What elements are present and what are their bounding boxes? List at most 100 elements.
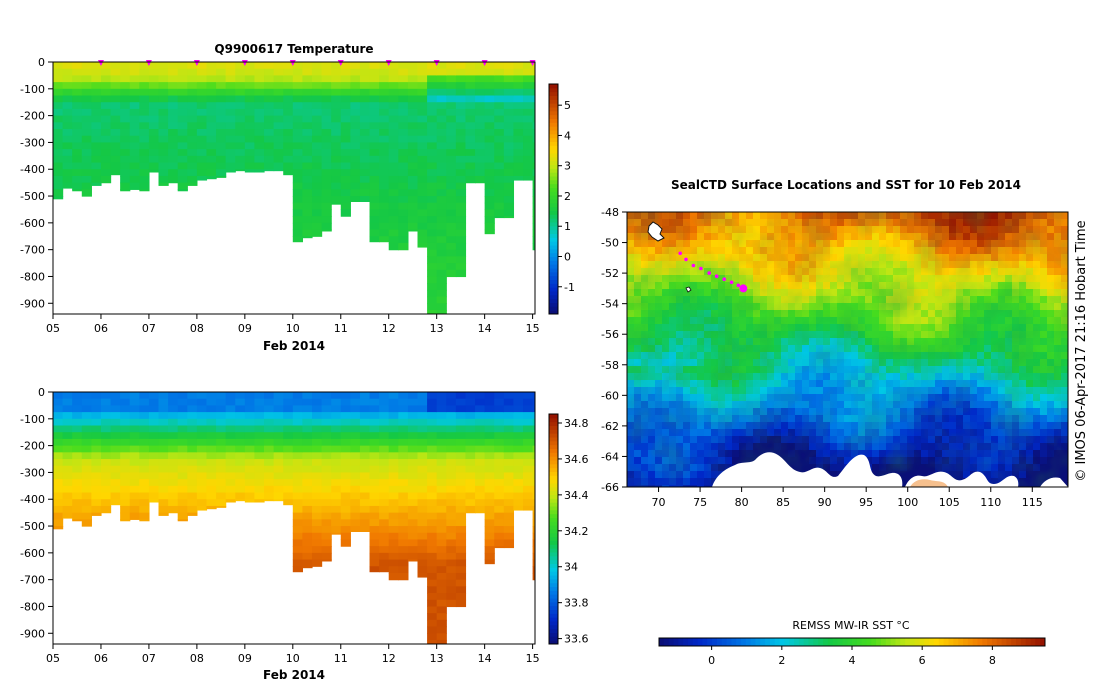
temperature-cell (235, 162, 246, 170)
temperature-cell (455, 68, 467, 76)
salinity-cell (503, 539, 515, 547)
salinity-cell (235, 405, 246, 413)
temperature-cell (379, 88, 390, 97)
temperature-cell (532, 196, 535, 204)
salinity-cell (206, 472, 217, 480)
temperature-cell (436, 129, 447, 137)
temperature-cell (235, 115, 246, 123)
temperature-cell (379, 209, 390, 217)
salinity-cell (264, 405, 275, 413)
temperature-cell (62, 115, 73, 123)
salinity-cell (264, 438, 275, 447)
salinity-cell (62, 392, 73, 400)
salinity-cell (398, 499, 409, 507)
salinity-cell (283, 479, 294, 487)
salinity-cell (494, 425, 505, 433)
salinity-cell (110, 432, 121, 440)
salinity-cell (235, 412, 246, 420)
temperature-cell (302, 155, 313, 164)
temperature-cell (475, 135, 486, 144)
temperature-cell (110, 115, 121, 123)
colorbar-swatch (549, 298, 558, 303)
temperature-cell (427, 189, 438, 197)
temperature-cell (532, 182, 535, 190)
temperature-cell (292, 135, 303, 144)
temperature-cell (177, 135, 188, 144)
temperature-cell (129, 115, 140, 123)
salinity-cell (81, 412, 92, 420)
y-tick-label: -800 (20, 270, 45, 283)
salinity-cell (513, 425, 524, 433)
temperature-cell (120, 149, 131, 157)
temperature-cell (369, 149, 380, 157)
salinity-cell (110, 398, 121, 406)
salinity-cell (436, 459, 447, 467)
temperature-cell (100, 122, 112, 130)
temperature-cell (350, 95, 361, 103)
salinity-cell (379, 519, 390, 527)
salinity-cell (398, 479, 409, 487)
salinity-cell (81, 499, 92, 507)
colorbar-swatch (549, 283, 558, 288)
temperature-cell (177, 182, 188, 190)
temperature-cell (465, 75, 476, 83)
temperature-cell (369, 209, 380, 217)
colorbar-swatch (549, 578, 558, 584)
temperature-cell (398, 196, 409, 204)
temperature-cell (273, 108, 284, 117)
salinity-cell (158, 452, 169, 460)
temperature-cell (273, 169, 284, 172)
salinity-cell (311, 452, 323, 460)
salinity-cell (398, 532, 409, 541)
temperature-cell (388, 102, 399, 110)
salinity-cell (417, 546, 428, 554)
salinity-cell (216, 479, 227, 487)
temperature-cell (206, 62, 217, 70)
salinity-cell (388, 572, 399, 581)
salinity-cell (427, 593, 438, 601)
salinity-cell (264, 485, 275, 494)
salinity-cell (302, 492, 313, 500)
temperature-cell (168, 129, 179, 137)
colorbar-swatch (549, 195, 558, 200)
salinity-cell (388, 452, 399, 460)
temperature-cell (532, 75, 535, 83)
salinity-cell (398, 505, 409, 514)
temperature-cell (177, 88, 188, 97)
salinity-cell (446, 572, 457, 581)
salinity-cell (331, 412, 342, 420)
temperature-cell (494, 108, 505, 117)
colorbar-swatch (549, 310, 558, 315)
temperature-cell (129, 75, 140, 83)
salinity-cell (427, 526, 438, 534)
salinity-cell (206, 459, 217, 467)
temperature-cell (417, 209, 428, 217)
colorbar-swatch (549, 179, 558, 185)
salinity-cell (158, 392, 169, 400)
salinity-cell (196, 445, 208, 453)
temperature-cell (302, 115, 313, 123)
temperature-cell (254, 115, 265, 123)
temperature-cell (503, 88, 515, 97)
temperature-cell (379, 229, 390, 237)
temperature-cell (168, 62, 179, 70)
temperature-cell (129, 108, 140, 117)
temperature-cell (81, 175, 92, 184)
salinity-cell (484, 552, 495, 561)
salinity-cell (523, 472, 534, 480)
temperature-cell (62, 62, 73, 70)
temperature-cell (388, 122, 399, 130)
temperature-cell (446, 122, 457, 130)
salinity-cell (340, 532, 351, 541)
temperature-cell (475, 82, 486, 90)
salinity-cell (148, 492, 160, 500)
salinity-cell (302, 392, 313, 400)
temperature-cell (523, 122, 534, 130)
temperature-cell (168, 68, 179, 76)
salinity-cell (455, 572, 467, 581)
temperature-cell (264, 68, 275, 76)
temperature-cell (206, 162, 217, 170)
salinity-cell (273, 425, 284, 433)
salinity-cell (283, 465, 294, 474)
